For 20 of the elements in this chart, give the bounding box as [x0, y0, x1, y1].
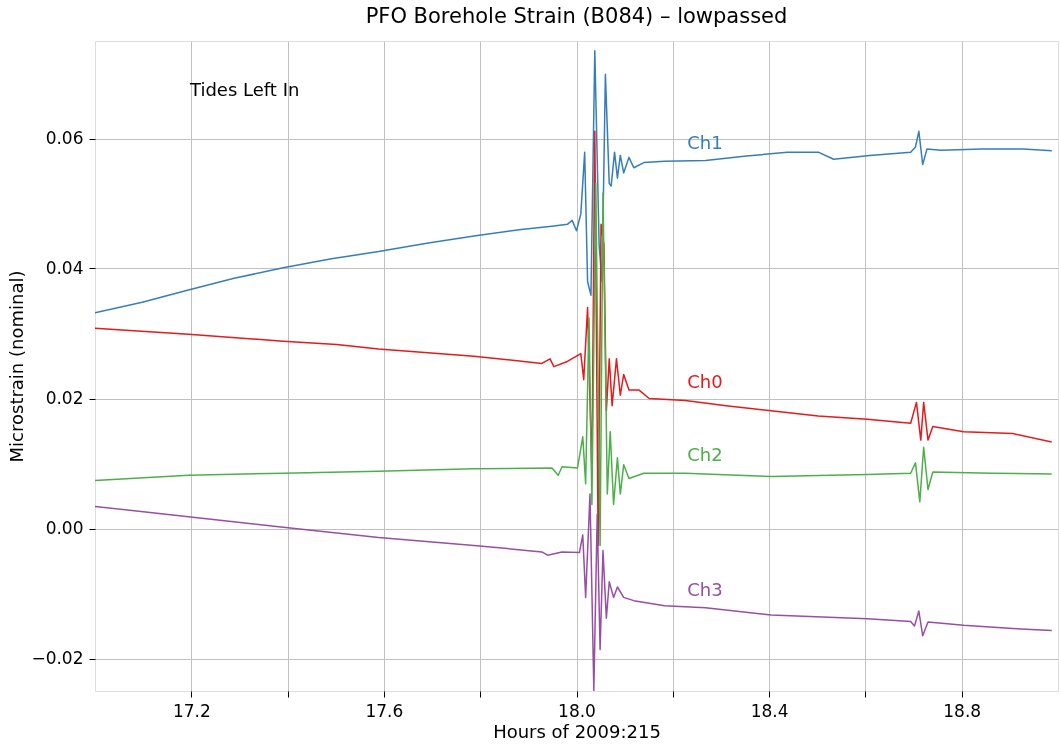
y-tick-label: 0.02 [45, 388, 84, 408]
x-tick-label: 17.2 [172, 700, 211, 721]
y-tick-label: 0.00 [45, 518, 84, 538]
line-series [95, 50, 1053, 314]
y-tick-label: 0.06 [45, 128, 84, 148]
series-label: Ch3 [687, 578, 723, 600]
y-tick-label: 0.04 [45, 258, 84, 278]
x-tick-label: 18.8 [943, 700, 982, 721]
series-label: Ch2 [687, 444, 723, 466]
y-axis-title: Microstrain (nominal) [6, 270, 28, 463]
chart-title: PFO Borehole Strain (B084) – lowpassed [365, 4, 788, 28]
y-tick-label: −0.02 [31, 648, 84, 668]
x-axis-title: Hours of 2009:215 [493, 720, 661, 742]
series-label: Ch0 [687, 371, 723, 393]
annotation: Tides Left In [189, 79, 300, 100]
series-label: Ch1 [687, 131, 723, 153]
line-series [95, 493, 1053, 691]
x-tick-label: 18.0 [558, 700, 596, 721]
x-tick-label: 17.6 [365, 700, 404, 721]
x-tick-label: 18.4 [750, 700, 789, 721]
